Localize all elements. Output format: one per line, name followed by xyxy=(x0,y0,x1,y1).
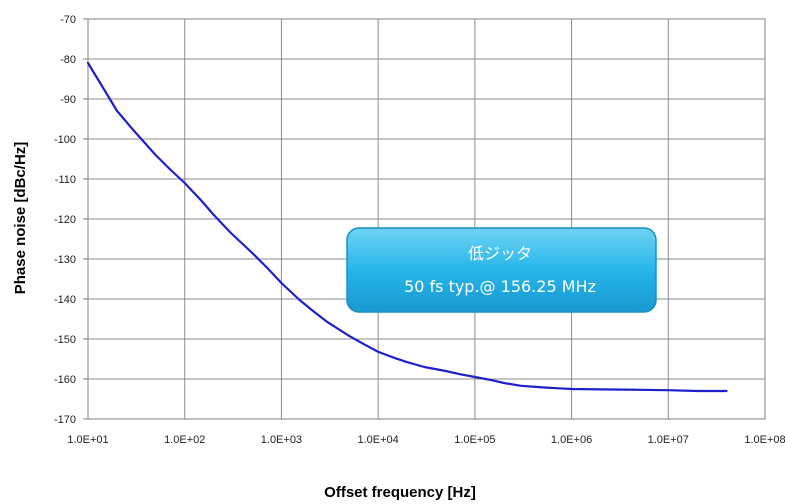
x-tick-label: 1.0E+03 xyxy=(261,434,302,446)
annotation-callout: 低ジッタ 50 fs typ.@ 156.25 MHz xyxy=(346,227,657,313)
x-tick-label: 1.0E+04 xyxy=(357,434,398,446)
callout-line-1: 低ジッタ xyxy=(468,244,532,263)
phase-noise-line xyxy=(86,61,728,393)
callout-line-2: 50 fs typ.@ 156.25 MHz xyxy=(404,277,596,296)
y-tick-label: -160 xyxy=(54,374,76,386)
x-tick-label: 1.0E+02 xyxy=(164,434,205,446)
x-tick-label: 1.0E+06 xyxy=(551,434,592,446)
y-tick-label: -140 xyxy=(54,294,76,306)
x-tick-label: 1.0E+01 xyxy=(67,434,108,446)
y-axis-title: Phase noise [dBc/Hz] xyxy=(12,142,29,295)
x-tick-label: 1.0E+08 xyxy=(744,434,785,446)
y-tick-label: -80 xyxy=(60,54,76,66)
y-tick-label: -120 xyxy=(54,214,76,226)
y-tick-label: -90 xyxy=(60,94,76,106)
x-tick-label: 1.0E+05 xyxy=(454,434,495,446)
x-axis-ticks: 1.0E+01 1.0E+02 1.0E+03 1.0E+04 1.0E+05 1.0E+… xyxy=(67,434,785,446)
y-tick-label: -130 xyxy=(54,254,76,266)
y-tick-label: -150 xyxy=(54,334,76,346)
y-tick-label: -110 xyxy=(55,174,76,186)
y-tick-label: -70 xyxy=(60,14,76,26)
y-tick-label: -170 xyxy=(54,414,76,426)
grid-lines xyxy=(88,19,765,419)
x-tick-label: 1.0E+07 xyxy=(648,434,689,446)
y-axis-ticks: -70 -80 -90 -100 -110 -120 -130 -140 -150 -160 -17… xyxy=(54,14,88,426)
series-group xyxy=(86,61,728,393)
callout-box xyxy=(346,227,657,313)
y-tick-label: -100 xyxy=(54,134,76,146)
x-axis-title: Offset frequency [Hz] xyxy=(324,484,476,501)
